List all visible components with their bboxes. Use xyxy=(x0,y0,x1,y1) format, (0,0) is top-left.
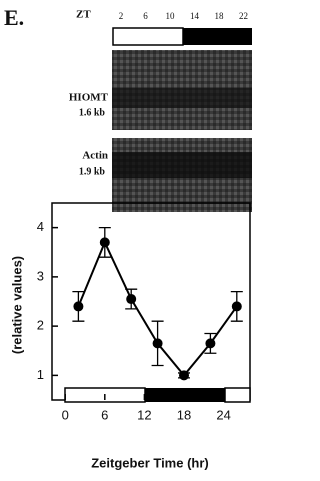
light-dark-bar xyxy=(113,28,252,45)
y-axis-label: (relative values) xyxy=(9,256,24,354)
data-point xyxy=(100,237,110,247)
y-tick-label: 4 xyxy=(37,219,44,234)
data-point xyxy=(73,301,83,311)
blot-name: Actin xyxy=(82,150,108,162)
zt-tick-label: 6 xyxy=(143,11,148,21)
zt-tick-label: 22 xyxy=(239,11,248,21)
data-point xyxy=(205,338,215,348)
actin-band xyxy=(112,152,252,178)
zt-tick-label: 10 xyxy=(166,11,176,21)
data-point xyxy=(153,338,163,348)
panel-label: E. xyxy=(4,5,24,30)
y-tick-label: 3 xyxy=(37,268,44,283)
x-tick-label: 6 xyxy=(101,407,108,422)
data-point xyxy=(126,294,136,304)
x-tick-label: 18 xyxy=(177,407,191,422)
plot-frame xyxy=(52,203,250,400)
figure: E. ZT HIOMT 1.6 kb Actin 1.9 kb Zeitgeber T… xyxy=(0,0,267,481)
hiomt-band xyxy=(112,88,252,108)
blot-size: 1.9 kb xyxy=(79,166,106,177)
x-tick-label: 0 xyxy=(62,407,69,422)
blot-labels: HIOMT 1.6 kb Actin 1.9 kb xyxy=(69,92,109,178)
zt-tick-label: 14 xyxy=(190,11,200,21)
blot-size: 1.6 kb xyxy=(79,107,106,118)
x-tick-label: 24 xyxy=(216,407,230,422)
light-dark-bar-plot xyxy=(65,388,250,402)
y-tick-label: 2 xyxy=(37,318,44,333)
blot-name: HIOMT xyxy=(69,92,109,104)
y-tick-label: 1 xyxy=(37,367,44,382)
zt-tick-label: 2 xyxy=(119,11,124,21)
data-point xyxy=(232,301,242,311)
zt-tick-label: 18 xyxy=(215,11,225,21)
x-tick-label: 12 xyxy=(137,407,151,422)
x-axis-label: Zeitgeber Time (hr) xyxy=(91,455,209,470)
zt-label: ZT xyxy=(76,9,91,21)
data-point xyxy=(179,370,189,380)
